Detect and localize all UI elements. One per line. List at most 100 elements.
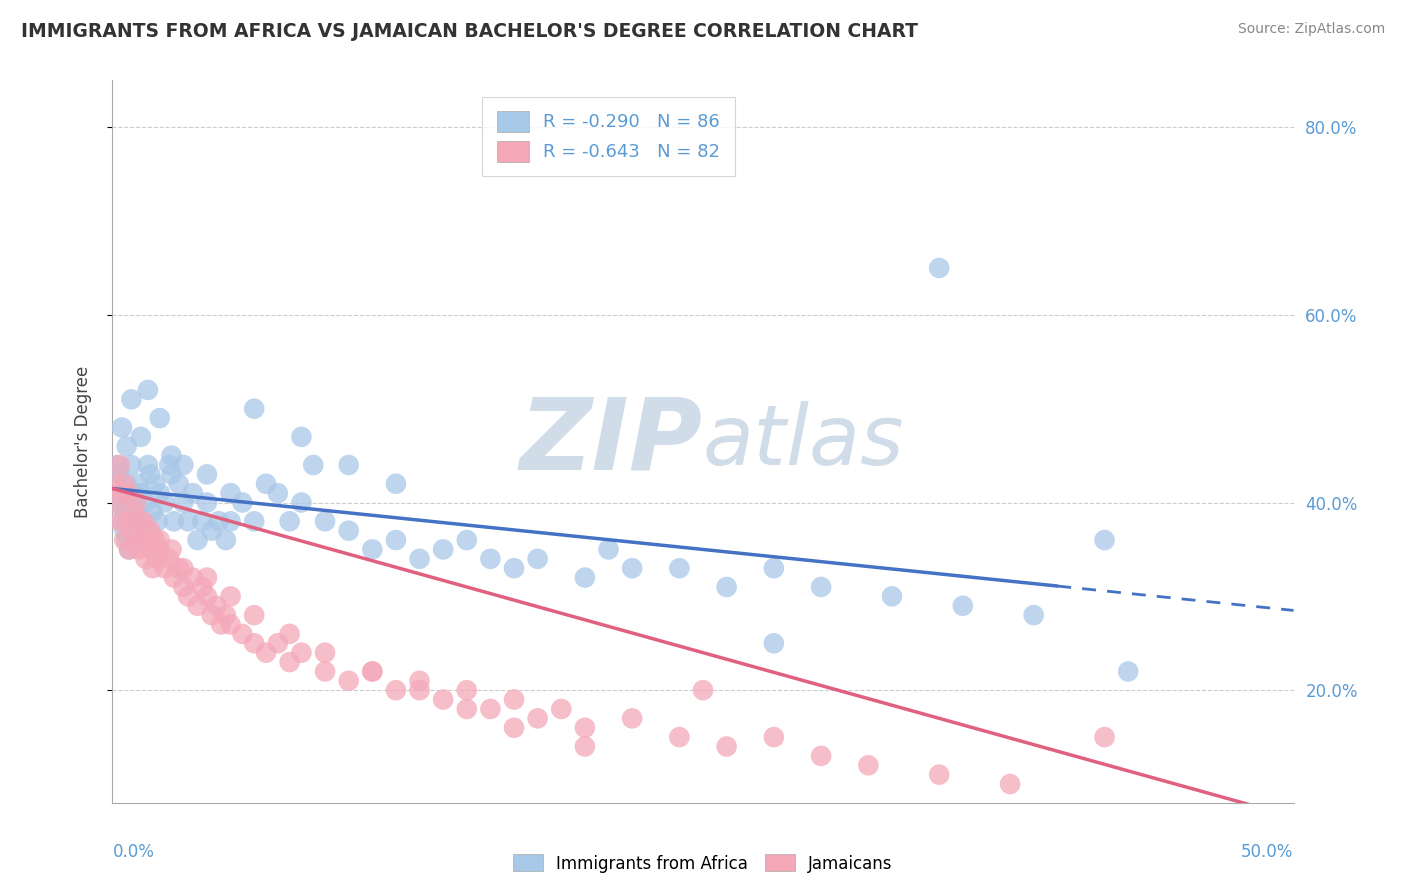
- Point: [129, 514, 152, 528]
- Point: [125, 505, 148, 519]
- Point: [153, 561, 176, 575]
- Point: [139, 524, 162, 538]
- Point: [503, 561, 526, 575]
- Point: [142, 505, 165, 519]
- Point: [290, 495, 312, 509]
- Point: [205, 599, 228, 613]
- Point: [160, 449, 183, 463]
- Point: [503, 721, 526, 735]
- Point: [111, 486, 134, 500]
- Point: [219, 617, 242, 632]
- Text: ZIP: ZIP: [520, 393, 703, 490]
- Point: [337, 673, 360, 688]
- Point: [125, 533, 148, 547]
- Point: [112, 505, 135, 519]
- Point: [361, 542, 384, 557]
- Point: [172, 580, 194, 594]
- Point: [215, 608, 238, 623]
- Point: [574, 721, 596, 735]
- Point: [231, 495, 253, 509]
- Point: [195, 571, 218, 585]
- Point: [810, 748, 832, 763]
- Point: [160, 542, 183, 557]
- Point: [290, 430, 312, 444]
- Text: atlas: atlas: [703, 401, 904, 482]
- Point: [163, 571, 186, 585]
- Point: [1094, 533, 1116, 547]
- Point: [172, 458, 194, 472]
- Point: [337, 524, 360, 538]
- Point: [598, 542, 620, 557]
- Point: [172, 495, 194, 509]
- Point: [132, 533, 155, 547]
- Point: [267, 636, 290, 650]
- Legend: Immigrants from Africa, Jamaicans: Immigrants from Africa, Jamaicans: [506, 847, 900, 880]
- Point: [219, 486, 242, 500]
- Point: [157, 551, 180, 566]
- Point: [456, 702, 478, 716]
- Point: [125, 495, 148, 509]
- Point: [928, 767, 950, 781]
- Point: [112, 533, 135, 547]
- Point: [231, 627, 253, 641]
- Point: [181, 486, 204, 500]
- Point: [118, 486, 141, 500]
- Point: [479, 702, 502, 716]
- Point: [112, 524, 135, 538]
- Point: [1094, 730, 1116, 744]
- Point: [108, 495, 131, 509]
- Point: [135, 551, 157, 566]
- Point: [142, 561, 165, 575]
- Point: [762, 636, 785, 650]
- Point: [337, 458, 360, 472]
- Point: [290, 646, 312, 660]
- Point: [127, 542, 149, 557]
- Point: [432, 692, 454, 706]
- Point: [408, 683, 430, 698]
- Point: [120, 514, 142, 528]
- Point: [143, 476, 166, 491]
- Point: [314, 646, 336, 660]
- Point: [120, 524, 142, 538]
- Point: [115, 514, 138, 528]
- Point: [278, 655, 301, 669]
- Point: [135, 495, 157, 509]
- Point: [278, 627, 301, 641]
- Point: [111, 420, 134, 434]
- Point: [157, 458, 180, 472]
- Point: [314, 514, 336, 528]
- Point: [115, 439, 138, 453]
- Point: [278, 514, 301, 528]
- Point: [243, 401, 266, 416]
- Point: [167, 561, 190, 575]
- Point: [136, 524, 159, 538]
- Point: [136, 383, 159, 397]
- Point: [112, 476, 135, 491]
- Point: [621, 561, 644, 575]
- Point: [385, 683, 408, 698]
- Point: [432, 542, 454, 557]
- Text: 0.0%: 0.0%: [112, 843, 155, 861]
- Point: [550, 702, 572, 716]
- Point: [127, 476, 149, 491]
- Point: [167, 476, 190, 491]
- Point: [219, 590, 242, 604]
- Point: [243, 636, 266, 650]
- Point: [243, 514, 266, 528]
- Point: [243, 608, 266, 623]
- Point: [160, 467, 183, 482]
- Point: [254, 646, 277, 660]
- Point: [177, 590, 200, 604]
- Point: [302, 458, 325, 472]
- Point: [191, 514, 214, 528]
- Point: [692, 683, 714, 698]
- Point: [118, 542, 141, 557]
- Point: [998, 777, 1021, 791]
- Point: [858, 758, 880, 772]
- Point: [254, 476, 277, 491]
- Point: [621, 711, 644, 725]
- Point: [149, 542, 172, 557]
- Point: [716, 739, 738, 754]
- Point: [111, 514, 134, 528]
- Point: [118, 542, 141, 557]
